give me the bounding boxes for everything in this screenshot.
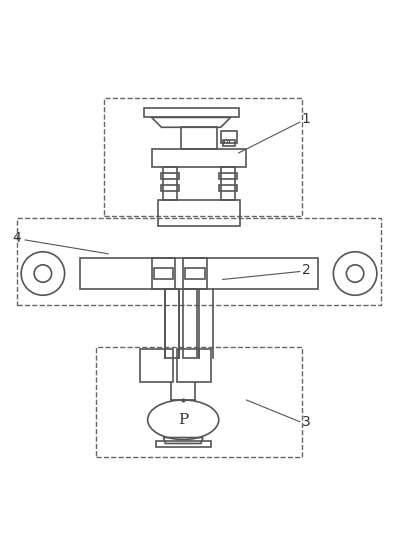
Bar <box>152 149 246 167</box>
Text: 4: 4 <box>12 231 21 245</box>
Text: P: P <box>178 413 188 427</box>
Bar <box>177 349 211 382</box>
Bar <box>156 441 211 447</box>
Bar <box>17 218 381 305</box>
Bar <box>183 289 197 359</box>
Bar <box>221 167 234 201</box>
Bar <box>104 98 302 216</box>
Text: 2: 2 <box>302 263 310 277</box>
Bar <box>164 167 177 201</box>
Bar <box>219 173 236 179</box>
Bar <box>152 258 175 289</box>
Bar <box>223 140 234 146</box>
Bar <box>96 347 302 457</box>
Bar <box>144 107 238 117</box>
Text: 3: 3 <box>302 415 310 429</box>
Bar <box>140 349 173 382</box>
Bar <box>154 268 173 279</box>
Text: 1: 1 <box>302 112 310 126</box>
Bar <box>158 201 240 226</box>
Bar <box>185 268 205 279</box>
Bar <box>221 131 236 143</box>
Bar <box>183 258 207 289</box>
Bar <box>80 258 318 289</box>
Bar <box>181 127 217 149</box>
Bar <box>162 185 179 191</box>
Bar <box>219 185 236 191</box>
Bar <box>166 289 179 359</box>
Bar <box>162 173 179 179</box>
